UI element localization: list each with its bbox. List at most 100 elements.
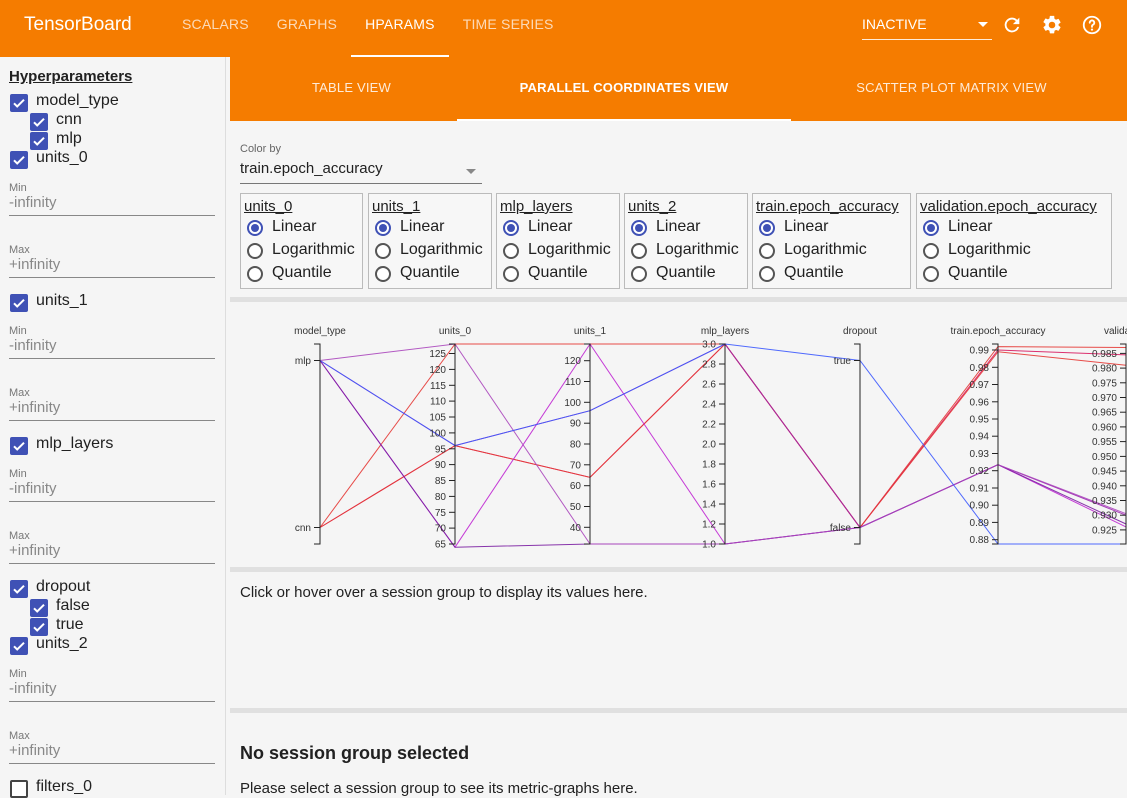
- units_2-min-label: Min: [9, 668, 27, 680]
- tick-label: 70: [435, 524, 447, 535]
- help-icon[interactable]: [1081, 14, 1103, 36]
- tick-label: 120: [429, 365, 446, 376]
- units-1-checkbox[interactable]: [10, 294, 28, 312]
- tab-parallel-coordinates-view[interactable]: PARALLEL COORDINATES VIEW: [457, 57, 791, 121]
- radio-quantile[interactable]: [923, 266, 939, 282]
- radio-linear[interactable]: [759, 220, 775, 236]
- scale-box-title[interactable]: units_2: [628, 198, 677, 215]
- tick-label: 0.945: [1092, 467, 1117, 478]
- mlp_layers-min-input[interactable]: -infinity: [9, 478, 215, 502]
- radio-quantile[interactable]: [503, 266, 519, 282]
- tick-label: 0.88: [970, 535, 990, 546]
- tick-label: 2.8: [702, 360, 716, 371]
- axis-line: [314, 343, 321, 545]
- axis-train-epoch-accuracy: train.epoch_accuracy 0.88 0.89 0.90 0.91 0.92…: [950, 326, 1045, 546]
- radio-linear[interactable]: [923, 220, 939, 236]
- units-2-label: units_2: [36, 635, 88, 652]
- dropdown-arrow-icon: [978, 22, 988, 27]
- radio-linear[interactable]: [631, 220, 647, 236]
- tick-label: 0.970: [1092, 393, 1117, 404]
- dropout-true-checkbox[interactable]: [30, 618, 48, 636]
- tick-label: 115: [430, 381, 446, 392]
- units-2-checkbox[interactable]: [10, 637, 28, 655]
- tick-label: 0.96: [970, 397, 990, 408]
- dropout-false-checkbox[interactable]: [30, 599, 48, 617]
- settings-icon[interactable]: [1041, 14, 1063, 36]
- radio-label-logarithmic: Logarithmic: [272, 241, 355, 258]
- tick-label: 60: [570, 481, 582, 492]
- radio-logarithmic[interactable]: [759, 243, 775, 259]
- units-1-label: units_1: [36, 292, 88, 309]
- scale-box-units-2: units_2 Linear Logarithmic Quantile: [624, 193, 748, 289]
- scale-box-title[interactable]: mlp_layers: [500, 198, 573, 215]
- tick-label: 80: [435, 492, 447, 503]
- plugin-tabs: SCALARS GRAPHS HPARAMS TIME SERIES: [168, 0, 568, 57]
- radio-logarithmic[interactable]: [375, 243, 391, 259]
- tab-time-series[interactable]: TIME SERIES: [462, 16, 554, 32]
- tick-label: 0.940: [1092, 481, 1117, 492]
- units_1-max-input[interactable]: +infinity: [9, 397, 215, 421]
- inactive-plugin-select[interactable]: INACTIVE: [862, 14, 992, 40]
- inactive-plugin-value: INACTIVE: [862, 16, 927, 32]
- units_0-max-input[interactable]: +infinity: [9, 254, 215, 278]
- model-type-checkbox[interactable]: [10, 94, 28, 112]
- dropout-checkbox[interactable]: [10, 580, 28, 598]
- tick-label: 0.95: [970, 415, 990, 426]
- radio-label-logarithmic: Logarithmic: [784, 241, 867, 258]
- mlp-layers-checkbox[interactable]: [10, 437, 28, 455]
- scale-box-title[interactable]: units_1: [372, 198, 421, 215]
- radio-quantile[interactable]: [631, 266, 647, 282]
- tick-label: 0.925: [1092, 525, 1117, 536]
- radio-label-linear: Linear: [272, 218, 317, 235]
- tick-label: 50: [570, 502, 582, 513]
- radio-quantile[interactable]: [759, 266, 775, 282]
- mlp_layers-max-input[interactable]: +infinity: [9, 540, 215, 564]
- tab-scalars[interactable]: SCALARS: [182, 16, 249, 32]
- radio-label-logarithmic: Logarithmic: [948, 241, 1031, 258]
- radio-linear[interactable]: [503, 220, 519, 236]
- radio-logarithmic[interactable]: [247, 243, 263, 259]
- units_0-min-label: Min: [9, 182, 27, 194]
- axis-validation-epoch-accuracy: validation.e 0.925 0.930 0.935 0.940 0.945 0.9…: [1092, 326, 1127, 545]
- radio-logarithmic[interactable]: [503, 243, 519, 259]
- radio-label-linear: Linear: [656, 218, 701, 235]
- axis-units-1: units_1 40 50 60 70 80 90 100 110 120: [564, 326, 607, 545]
- refresh-icon[interactable]: [1001, 14, 1023, 36]
- axis-title: units_1: [574, 326, 607, 337]
- units_2-max-input[interactable]: +infinity: [9, 740, 215, 764]
- tab-graphs[interactable]: GRAPHS: [276, 16, 338, 32]
- radio-linear[interactable]: [247, 220, 263, 236]
- tab-hparams[interactable]: HPARAMS: [351, 0, 449, 57]
- radio-quantile[interactable]: [247, 266, 263, 282]
- tick-label: 0.89: [970, 518, 990, 529]
- units-0-checkbox[interactable]: [10, 151, 28, 169]
- radio-quantile[interactable]: [375, 266, 391, 282]
- dropout-true-label: true: [56, 616, 84, 633]
- filters-0-checkbox[interactable]: [10, 780, 28, 798]
- radio-linear[interactable]: [375, 220, 391, 236]
- color-by-select[interactable]: train.epoch_accuracy: [240, 160, 482, 184]
- tab-table-view[interactable]: TABLE VIEW: [311, 80, 392, 95]
- units_2-min-input[interactable]: -infinity: [9, 678, 215, 702]
- tick-label: 0.930: [1092, 511, 1117, 522]
- model-type-cnn-checkbox[interactable]: [30, 113, 48, 131]
- tick-label: 105: [429, 413, 446, 424]
- axis-title: model_type: [294, 326, 346, 337]
- color-by-value: train.epoch_accuracy: [240, 160, 383, 177]
- tick-label: 110: [565, 377, 581, 388]
- scale-box-title[interactable]: validation.epoch_accuracy: [920, 198, 1097, 215]
- units_0-min-input[interactable]: -infinity: [9, 192, 215, 216]
- model-type-mlp-checkbox[interactable]: [30, 132, 48, 150]
- scale-box-title[interactable]: units_0: [244, 198, 293, 215]
- scale-box-title[interactable]: train.epoch_accuracy: [756, 198, 899, 215]
- radio-label-linear: Linear: [400, 218, 445, 235]
- tick-label: 0.950: [1092, 452, 1117, 463]
- radio-logarithmic[interactable]: [923, 243, 939, 259]
- units_1-min-input[interactable]: -infinity: [9, 335, 215, 359]
- radio-logarithmic[interactable]: [631, 243, 647, 259]
- hyperparameters-heading: Hyperparameters: [9, 68, 133, 85]
- divider: [230, 297, 1127, 302]
- tab-scatter-plot-matrix-view[interactable]: SCATTER PLOT MATRIX VIEW: [856, 80, 1047, 95]
- tick-label: 0.97: [970, 380, 990, 391]
